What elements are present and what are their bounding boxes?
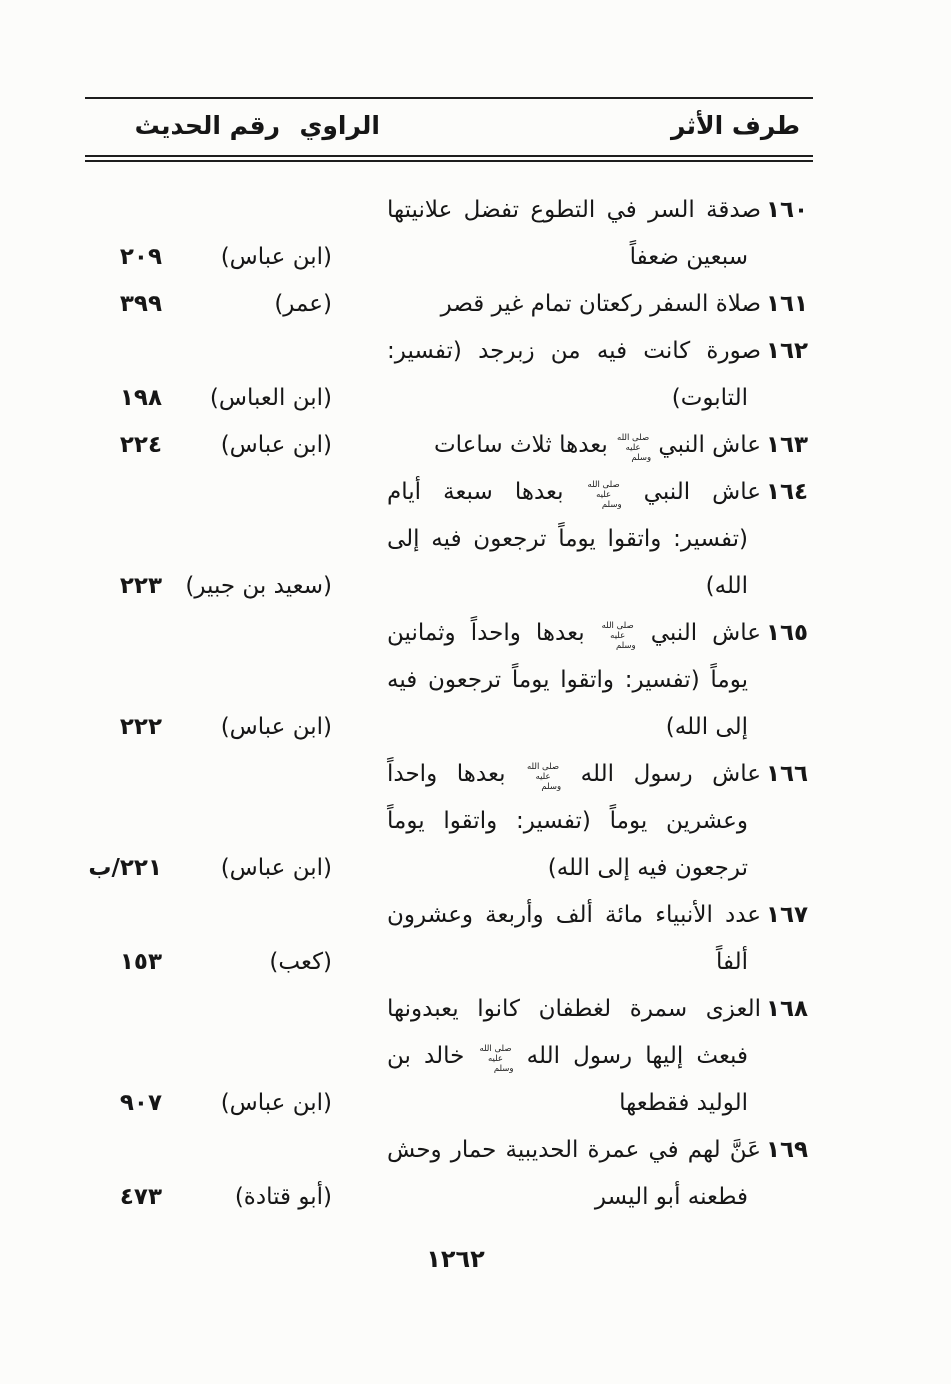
entry-number: ١٦٣ xyxy=(765,432,809,458)
entry-number: ١٦٤ xyxy=(765,479,809,505)
entry-text: عَنَّ لهم في عمرة الحديبية حمار وحش فطعنه… xyxy=(387,1127,761,1221)
entry-text-line: عَنَّ لهم في عمرة الحديبية حمار وحش xyxy=(387,1137,761,1163)
entry-text-line: الوليد فقطعها xyxy=(619,1090,748,1116)
entry-narrator: (أبو قتادة) xyxy=(234,1184,332,1210)
index-entry: ١٦١ صلاة السفر ركعتان تمام غير قصر (عمر)… xyxy=(85,281,813,328)
entry-hadith-number: ٢٢٣ xyxy=(119,573,162,599)
entry-hadith-number: ٢٢٢ xyxy=(119,714,162,740)
entry-text-line: صورة كانت فيه من زبرجد (تفسير: xyxy=(387,338,761,364)
entry-hadith-number: ١٥٣ xyxy=(119,949,162,975)
pbuh-symbol: صلى الله عليه وسلم xyxy=(601,621,636,651)
entry-text-line: (تفسير: واتقوا يوماً ترجعون فيه إلى xyxy=(387,526,748,552)
entry-text: العزى سمرة لغطفان كانوا يعبدونها فبعث إلي… xyxy=(387,986,761,1127)
pbuh-symbol: صلى الله عليه وسلم xyxy=(617,433,652,463)
entry-text-line: الله) xyxy=(705,573,748,599)
entry-narrator: (ابن عباس) xyxy=(220,432,332,458)
entry-text: صلاة السفر ركعتان تمام غير قصر xyxy=(387,281,761,328)
entry-number: ١٦٥ xyxy=(765,620,809,646)
entry-text: عاش النبي صلى الله عليه وسلم بعدها ثلاث … xyxy=(387,422,761,469)
entry-text: عاش رسول الله صلى الله عليه وسلم بعدها و… xyxy=(387,751,761,892)
index-table-header: طرف الأثر الراوي رقم الحديث xyxy=(85,97,813,162)
entry-text-line: عاش رسول الله صلى الله عليه وسلم بعدها و… xyxy=(387,761,761,792)
entry-text: عدد الأنبياء مائة ألف وأربعة وعشرون ألفاً xyxy=(387,892,761,986)
entry-text-line: سبعين ضعفاً xyxy=(629,244,748,270)
pbuh-symbol: صلى الله عليه وسلم xyxy=(587,480,622,510)
entry-hadith-number: ٢٠٩ xyxy=(119,244,162,270)
page-content: طرف الأثر الراوي رقم الحديث ١٦٠ صدقة الس… xyxy=(85,97,813,1221)
entry-text-line: العزى سمرة لغطفان كانوا يعبدونها xyxy=(387,996,761,1022)
entry-narrator: (ابن عباس) xyxy=(220,244,332,270)
entry-hadith-number: ١٩٨ xyxy=(119,385,162,411)
entry-narrator: (عمر) xyxy=(274,291,332,317)
entry-narrator: (ابن عباس) xyxy=(220,714,332,740)
entry-narrator: (ابن عباس) xyxy=(220,855,332,881)
entry-narrator: (سعيد بن جبير) xyxy=(185,573,332,599)
index-entry: ١٦٩ عَنَّ لهم في عمرة الحديبية حمار وحش ف… xyxy=(85,1127,813,1221)
index-entry: ١٦٨ العزى سمرة لغطفان كانوا يعبدونها فبعث… xyxy=(85,986,813,1127)
entry-text-line: التابوت) xyxy=(671,385,748,411)
pbuh-symbol: صلى الله عليه وسلم xyxy=(479,1044,514,1074)
header-col-athar: طرف الأثر xyxy=(671,111,800,140)
entry-text: صدقة السر في التطوع تفضل علانيتها سبعين ض… xyxy=(387,187,761,281)
index-entries: ١٦٠ صدقة السر في التطوع تفضل علانيتها سبع… xyxy=(85,187,813,1221)
entry-narrator: (ابن عباس) xyxy=(220,1090,332,1116)
entry-hadith-number: ٢٢١/ب xyxy=(88,855,162,881)
entry-number: ١٦٠ xyxy=(765,197,809,223)
page-number: ١٢٦٢ xyxy=(426,1245,485,1273)
index-entry: ١٦٢ صورة كانت فيه من زبرجد (تفسير: التابو… xyxy=(85,328,813,422)
entry-number: ١٦٩ xyxy=(765,1137,809,1163)
entry-text: صورة كانت فيه من زبرجد (تفسير: التابوت) xyxy=(387,328,761,422)
entry-hadith-number: ٣٩٩ xyxy=(119,291,162,317)
entry-text-line: عاش النبي صلى الله عليه وسلم بعدها ثلاث … xyxy=(434,432,761,463)
entry-text-line: إلى الله) xyxy=(665,714,748,740)
entry-text-line: ألفاً xyxy=(715,949,748,975)
entry-text-line: فبعث إليها رسول الله صلى الله عليه وسلم … xyxy=(387,1043,748,1074)
entry-hadith-number: ٢٢٤ xyxy=(119,432,162,458)
entry-narrator: (كعب) xyxy=(269,949,332,975)
entry-text-line: عاش النبي صلى الله عليه وسلم بعدها واحدا… xyxy=(387,620,761,651)
entry-number: ١٦٦ xyxy=(765,761,809,787)
entry-narrator: (ابن العباس) xyxy=(209,385,332,411)
header-col-hadith-number: رقم الحديث xyxy=(134,111,280,140)
entry-hadith-number: ٩٠٧ xyxy=(119,1090,162,1116)
pbuh-symbol: صلى الله عليه وسلم xyxy=(527,762,562,792)
entry-text-line: فطعنه أبو اليسر xyxy=(594,1184,748,1210)
entry-text-line: وعشرين يوماً (تفسير: واتقوا يوماً xyxy=(387,808,748,834)
index-entry: ١٦٦ عاش رسول الله صلى الله عليه وسلم بعد… xyxy=(85,751,813,892)
entry-hadith-number: ٤٧٣ xyxy=(119,1184,162,1210)
entry-number: ١٦٨ xyxy=(765,996,809,1022)
index-entry: ١٦٤ عاش النبي صلى الله عليه وسلم بعدها س… xyxy=(85,469,813,610)
entry-text-line: عاش النبي صلى الله عليه وسلم بعدها سبعة … xyxy=(387,479,761,510)
index-entry: ١٦٣ عاش النبي صلى الله عليه وسلم بعدها ث… xyxy=(85,422,813,469)
entry-text-line: ترجعون فيه إلى الله) xyxy=(547,855,748,881)
entry-number: ١٦١ xyxy=(765,291,809,317)
entry-text-line: صلاة السفر ركعتان تمام غير قصر xyxy=(440,291,761,317)
index-entry: ١٦٧ عدد الأنبياء مائة ألف وأربعة وعشرون أ… xyxy=(85,892,813,986)
entry-text-line: عدد الأنبياء مائة ألف وأربعة وعشرون xyxy=(387,902,761,928)
entry-text: عاش النبي صلى الله عليه وسلم بعدها واحدا… xyxy=(387,610,761,751)
header-col-narrator: الراوي xyxy=(299,111,380,140)
book-page: طرف الأثر الراوي رقم الحديث ١٦٠ صدقة الس… xyxy=(0,97,951,1384)
entry-number: ١٦٢ xyxy=(765,338,809,364)
entry-text: عاش النبي صلى الله عليه وسلم بعدها سبعة … xyxy=(387,469,761,610)
entry-number: ١٦٧ xyxy=(765,902,809,928)
index-entry: ١٦٥ عاش النبي صلى الله عليه وسلم بعدها و… xyxy=(85,610,813,751)
entry-text-line: صدقة السر في التطوع تفضل علانيتها xyxy=(387,197,761,223)
index-entry: ١٦٠ صدقة السر في التطوع تفضل علانيتها سبع… xyxy=(85,187,813,281)
entry-text-line: يوماً (تفسير: واتقوا يوماً ترجعون فيه xyxy=(387,667,748,693)
